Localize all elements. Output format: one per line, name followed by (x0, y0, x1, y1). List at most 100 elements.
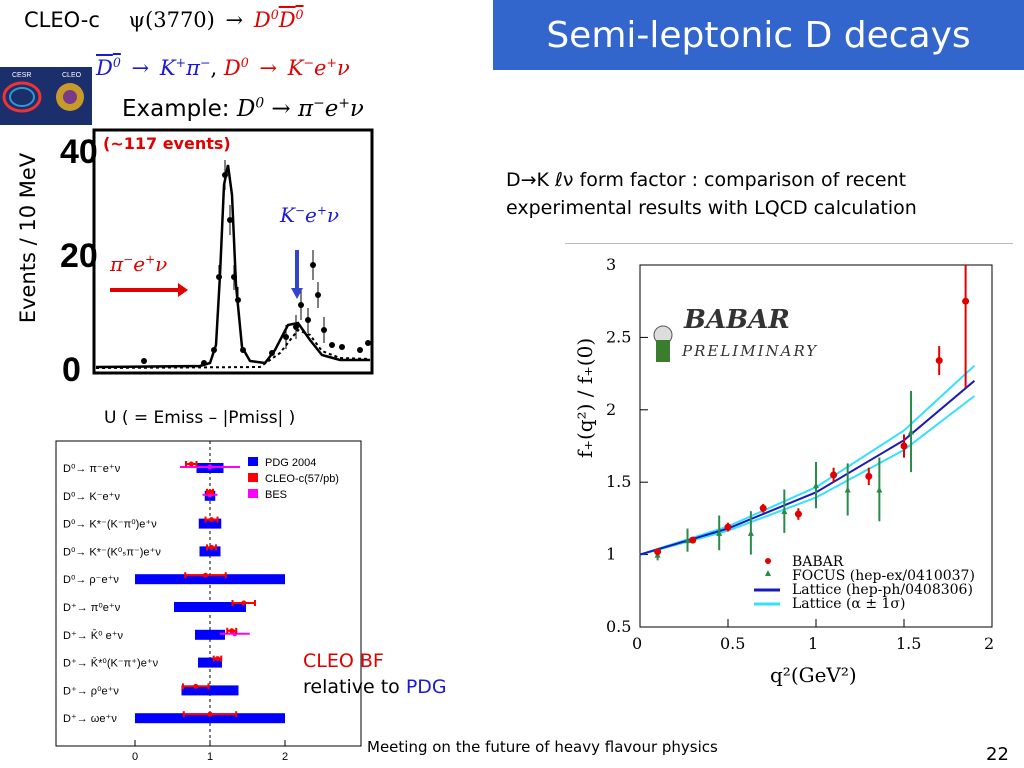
preliminary-label: PRELIMINARY (681, 342, 818, 360)
bf-cleo-point (207, 489, 213, 495)
footer-text: Meeting on the future of heavy flavour p… (367, 738, 718, 756)
focus-point (747, 529, 754, 536)
legend-lattice: Lattice (hep-ph/0408306) (792, 582, 973, 598)
bf-row-label: D⁺→ K̄⁰ e⁺ν (63, 629, 124, 642)
psi-resonance: ψ(3770) (128, 8, 215, 32)
bf-pdg-bar (195, 629, 225, 640)
bf-xticks: 0 1 2 (132, 740, 288, 763)
lattice-band-lower (639, 395, 976, 556)
bf-row-label: D⁰→ K*⁻(K⁰ₛπ⁻)e⁺ν (63, 546, 161, 558)
bf-row-label: D⁺→ K̄*⁰(K⁻π⁺)e⁺ν (63, 657, 159, 670)
page-number: 22 (986, 744, 1009, 765)
header-line-1: CLEO-c ψ(3770) → D0D0 (24, 8, 304, 32)
bf-pdg-bar (199, 546, 221, 557)
cleo-bf-note: CLEO BF relative to PDG (303, 648, 447, 700)
legend-babar: BABAR (792, 554, 844, 570)
legend-lattice-band: Lattice (α ± 1σ) (792, 596, 905, 612)
bf-bes-point (207, 464, 213, 470)
legend-bes: BES (265, 489, 287, 501)
slide-title: Semi-leptonic D decays (493, 0, 1024, 70)
separator-line (565, 243, 1013, 244)
bf-cleo-point (203, 572, 208, 578)
y-tick-40: 40 (60, 133, 98, 171)
babar-logo: BABAR PRELIMINARY (653, 305, 818, 362)
header-line-2: D0 → K+π−, D0 → K−e+ν (96, 56, 350, 80)
ff-xtick-label: 1 (808, 634, 818, 653)
bf-comparison-chart: D⁰→ π⁻e⁺ν D⁰→ K⁻e⁺ν D⁰→ K*⁻(K⁻π⁰)e⁺ν D⁰→ K*… (55, 440, 362, 763)
arrow: → (225, 8, 244, 32)
bf-cleo-point (209, 517, 214, 523)
u-plot-ylabel: Events / 10 MeV (16, 152, 40, 324)
example-decay: D0 → π−e+ν (236, 95, 364, 122)
bf-pdg-bar (198, 657, 222, 668)
ff-legend: BABAR FOCUS (hep-ex/0410037) Lattice (he… (754, 554, 975, 612)
bf-cleo-point (209, 544, 214, 550)
dbar-meson: D0 (96, 55, 121, 80)
legend-cleo: CLEO-c(57/pb) (265, 473, 339, 485)
bf-cleo-point (188, 461, 194, 467)
babar-point (759, 504, 767, 512)
focus-point (716, 529, 723, 536)
ff-xlabel: q²(GeV²) (770, 663, 857, 687)
plot-frame (92, 128, 374, 375)
ff-ticks: 0 0.5 1 1.5 20.511.522.53 (606, 255, 994, 653)
bf-legend: PDG 2004 CLEO-c(57/pb) BES (248, 457, 339, 501)
legend-swatch-cleo (248, 473, 258, 482)
ff-xtick-label: 0.5 (720, 634, 745, 653)
ff-description: D→K ℓν form factor : comparison of recen… (506, 166, 917, 222)
y-tick-20: 20 (60, 237, 98, 275)
ff-ytick-label: 0.5 (606, 617, 631, 636)
dbar-meson: D0 (278, 7, 304, 32)
lattice-band-upper (639, 364, 976, 556)
y-tick-0: 0 (62, 351, 81, 385)
focus-point (684, 537, 691, 544)
cesr-cleo-logo: CESR CLEO (0, 67, 92, 125)
focus-point (813, 482, 819, 489)
u-xlabel: U ( = Emiss – |Pmiss| ) (104, 408, 296, 428)
ff-xtick-label: 1.5 (896, 634, 921, 653)
ff-desc-line2: experimental results with LQCD calculati… (506, 197, 917, 219)
babar-point (654, 548, 662, 556)
bf-cleo-point (207, 711, 213, 717)
bf-rows: D⁰→ π⁻e⁺ν D⁰→ K⁻e⁺ν D⁰→ K*⁻(K⁻π⁰)e⁺ν D⁰→ K*… (63, 461, 285, 725)
legend-swatch-bes (248, 489, 258, 498)
ff-ytick-label: 2.5 (606, 327, 631, 346)
babar-point (689, 536, 697, 544)
comma: , (210, 56, 218, 80)
k-enu-label: K−e+ν (280, 203, 340, 227)
bf-row-label: D⁰→ K⁻e⁺ν (63, 491, 120, 503)
bf-pdg-bar (135, 574, 285, 585)
bf-pdg-bar (174, 602, 246, 612)
u-distribution-plot: 40 20 0 (60, 128, 374, 385)
ff-ytick-label: 1 (606, 545, 616, 564)
bf-cleo-point (215, 656, 220, 662)
tag-decay: K+π− (159, 55, 211, 80)
bf-row-label: D⁰→ π⁻e⁺ν (63, 463, 121, 475)
legend-babar-marker (765, 558, 771, 564)
data-points (141, 160, 371, 366)
babar-point (935, 357, 943, 365)
ff-ytick-label: 2 (606, 400, 616, 419)
babar-point (794, 510, 802, 518)
focus-point (781, 508, 788, 515)
bf-frame (55, 440, 362, 747)
ff-desc-line1: D→K ℓν form factor : comparison of recen… (506, 169, 907, 191)
ff-xtick-label: 2 (984, 634, 994, 653)
bf-row-label: D⁰→ ρ⁻e⁺ν (63, 574, 119, 586)
bf-row-label: D⁺→ π⁰e⁺ν (63, 602, 121, 614)
cleo-bf-line1: CLEO BF (303, 650, 384, 672)
pi-enu-label: π−e+ν (110, 252, 168, 276)
background-curve (95, 328, 371, 369)
babar-point (865, 472, 873, 480)
legend-focus-marker (765, 570, 771, 576)
example-label: Example: (122, 96, 230, 122)
legend-swatch-pdg (248, 457, 258, 466)
bf-xtick-label: 1 (207, 751, 213, 763)
bf-row-label: D⁺→ ωe⁺ν (63, 713, 117, 725)
fit-curve (95, 164, 370, 369)
bf-cleo-point (229, 628, 235, 634)
bf-row-label: D⁺→ ρ⁰e⁺ν (63, 685, 119, 697)
focus-point (844, 486, 851, 493)
focus-point (908, 428, 915, 435)
bf-pdg-bar (198, 518, 222, 529)
